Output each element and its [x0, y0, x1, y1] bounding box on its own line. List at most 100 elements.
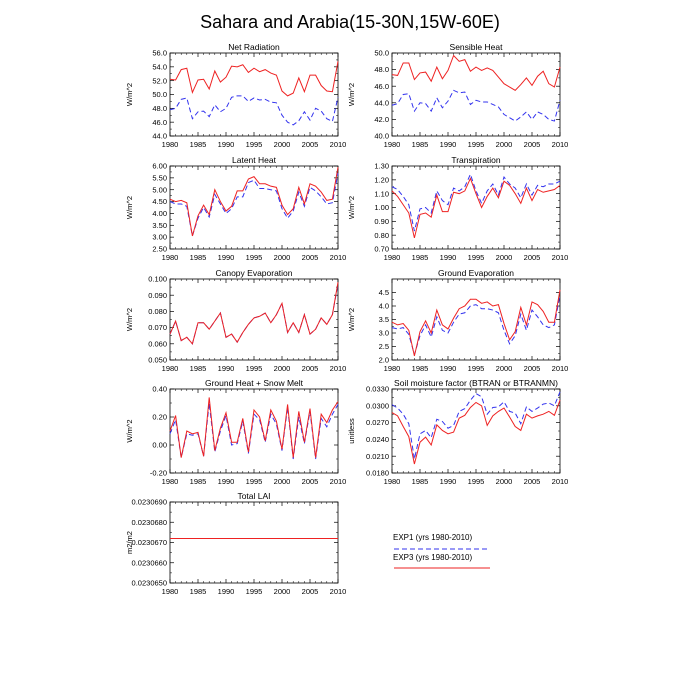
chart-panel: Soil moisture factor (BTRAN or BTRANMN) u… — [347, 378, 568, 486]
y-tick-label: 2.50 — [152, 245, 167, 254]
y-tick-label: 0.20 — [152, 413, 167, 422]
x-tick-label: 1995 — [246, 364, 263, 373]
plot-frame — [169, 501, 339, 584]
chart-panel: Transpiration W/m^2 1980 1985 1990 1995 2000 20… — [347, 155, 568, 262]
y-tick-label: 4.00 — [152, 209, 167, 218]
series-line-exp1 — [391, 391, 561, 460]
series-line-exp1 — [169, 95, 339, 126]
x-tick-label: 1980 — [384, 364, 401, 373]
y-tick-label: 0.050 — [148, 356, 167, 365]
y-tick-label: 0.0270 — [366, 418, 389, 427]
panel-title: Canopy Evaporation — [215, 268, 292, 278]
y-tick-label: 5.00 — [152, 185, 167, 194]
y-tick-label: 1.30 — [374, 162, 389, 171]
y-tick-label: 2.5 — [379, 342, 389, 351]
series-line-exp1 — [169, 173, 339, 237]
y-tick-label: 44.0 — [152, 132, 167, 141]
y-tick-label: 0.0180 — [366, 469, 389, 478]
series-line-exp3 — [391, 400, 561, 465]
x-tick-label: 2000 — [274, 140, 291, 149]
y-tick-label: 4.0 — [379, 302, 389, 311]
x-tick-label: 1990 — [440, 253, 457, 262]
x-tick-label: 1985 — [412, 140, 429, 149]
y-tick-label: 0.0230690 — [132, 498, 167, 507]
y-tick-label: 2.0 — [379, 356, 389, 365]
y-tick-label: 0.0300 — [366, 401, 389, 410]
x-tick-label: 2005 — [302, 587, 319, 596]
y-tick-label: 0.70 — [374, 245, 389, 254]
x-tick-label: 1980 — [162, 477, 179, 486]
x-tick-label: 2000 — [496, 477, 513, 486]
y-tick-label: 3.50 — [152, 221, 167, 230]
legend-label: EXP3 (yrs 1980-2010) — [393, 553, 472, 562]
y-tick-label: 44.0 — [374, 98, 389, 107]
x-tick-label: 1990 — [440, 364, 457, 373]
panel-title: Ground Evaporation — [438, 268, 514, 278]
series-line-exp3 — [169, 397, 339, 458]
panels: Net Radiation W/m^2 1980 1985 1990 1995 2000 20… — [125, 42, 568, 596]
y-tick-label: 3.00 — [152, 233, 167, 242]
chart-panel: Net Radiation W/m^2 1980 1985 1990 1995 2000 20… — [125, 42, 346, 149]
y-axis-label: unitless — [347, 418, 356, 444]
x-tick-label: 2000 — [496, 253, 513, 262]
x-tick-label: 2000 — [274, 477, 291, 486]
y-axis-label: W/m^2 — [125, 196, 134, 219]
x-tick-label: 2010 — [330, 587, 347, 596]
plot-frame — [169, 165, 339, 250]
y-tick-label: 50.0 — [374, 49, 389, 58]
panel-title: Latent Heat — [232, 155, 277, 165]
plot-frame — [391, 278, 561, 361]
panel-title: Total LAI — [237, 491, 270, 501]
y-tick-label: 46.0 — [152, 118, 167, 127]
x-tick-label: 1990 — [218, 477, 235, 486]
y-tick-label: -0.20 — [150, 469, 167, 478]
x-tick-label: 1985 — [190, 253, 207, 262]
y-axis-label: W/m^2 — [125, 419, 134, 442]
y-tick-label: 0.00 — [152, 441, 167, 450]
x-tick-label: 1980 — [162, 587, 179, 596]
x-tick-label: 1995 — [246, 587, 263, 596]
chart-panel: Ground Heat + Snow Melt W/m^2 1980 1985 1990… — [125, 378, 346, 486]
panel-title: Ground Heat + Snow Melt — [205, 378, 304, 388]
plot-frame — [391, 165, 561, 250]
x-tick-label: 2000 — [496, 364, 513, 373]
x-tick-label: 1995 — [468, 253, 485, 262]
x-tick-label: 1980 — [384, 140, 401, 149]
figure-title: Sahara and Arabia(15-30N,15W-60E) — [200, 12, 500, 32]
y-tick-label: 4.50 — [152, 197, 167, 206]
series-line-exp3 — [169, 61, 339, 97]
chart-panel: Total LAI m2/m2 1980 1985 1990 1995 2000 2005 20… — [125, 491, 346, 596]
series-line-exp3 — [391, 177, 561, 239]
y-tick-label: 40.0 — [374, 132, 389, 141]
x-tick-label: 2010 — [552, 477, 569, 486]
x-tick-label: 1985 — [190, 140, 207, 149]
panel-title: Net Radiation — [228, 42, 280, 52]
panel-title: Sensible Heat — [450, 42, 504, 52]
y-tick-label: 52.0 — [152, 76, 167, 85]
y-tick-label: 0.0230650 — [132, 579, 167, 588]
x-tick-label: 1990 — [218, 587, 235, 596]
x-tick-label: 1995 — [468, 140, 485, 149]
series-line-exp3 — [169, 167, 339, 237]
y-tick-label: 6.00 — [152, 162, 167, 171]
x-tick-label: 1995 — [246, 477, 263, 486]
series-line-exp3 — [169, 282, 339, 345]
x-tick-label: 2010 — [330, 477, 347, 486]
y-tick-label: 3.5 — [379, 315, 389, 324]
panel-title: Transpiration — [451, 155, 501, 165]
chart-panel: Latent Heat W/m^2 1980 1985 1990 1995 2000 2005… — [125, 155, 346, 262]
legend: EXP1 (yrs 1980-2010) EXP3 (yrs 1980-2010) — [393, 533, 490, 569]
y-tick-label: 0.90 — [374, 217, 389, 226]
y-tick-label: 0.070 — [148, 323, 167, 332]
series-line-exp3 — [391, 289, 561, 357]
x-tick-label: 1985 — [190, 364, 207, 373]
x-tick-label: 1980 — [162, 253, 179, 262]
plot-frame — [391, 388, 561, 474]
x-tick-label: 2010 — [330, 253, 347, 262]
x-tick-label: 2010 — [552, 364, 569, 373]
y-tick-label: 0.0230680 — [132, 518, 167, 527]
x-tick-label: 2005 — [524, 140, 541, 149]
series-line-exp1 — [391, 295, 561, 357]
y-tick-label: 0.0230660 — [132, 558, 167, 567]
